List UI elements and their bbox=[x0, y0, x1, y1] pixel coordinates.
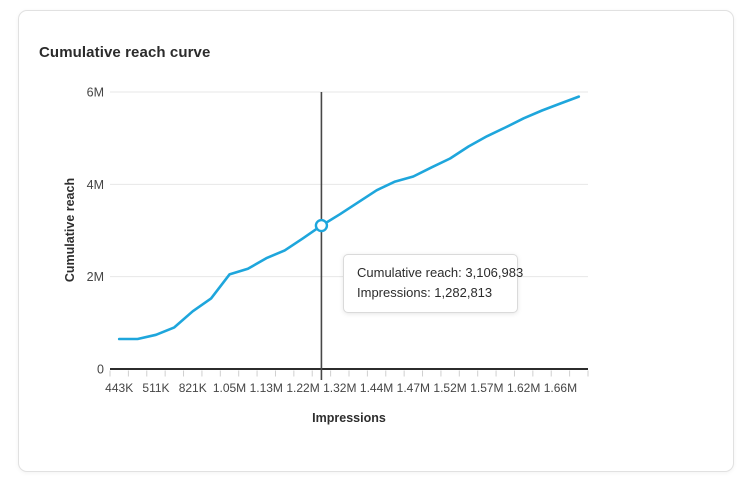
x-tick-label: 1.44M bbox=[360, 381, 393, 395]
reach-curve[interactable] bbox=[117, 95, 581, 341]
hover-marker[interactable] bbox=[314, 218, 329, 233]
x-tick-label: 1.13M bbox=[250, 381, 283, 395]
x-tick-label: 1.05M bbox=[213, 381, 246, 395]
tooltip-reach-line: Cumulative reach: 3,106,983 bbox=[357, 265, 524, 280]
x-tick-label: 1.57M bbox=[470, 381, 503, 395]
x-tick-label: 821K bbox=[179, 381, 207, 395]
x-tick-label: 1.66M bbox=[544, 381, 577, 395]
x-tick-label: 1.47M bbox=[397, 381, 430, 395]
y-tick-label: 2M bbox=[87, 270, 104, 284]
y-axis-title: Cumulative reach bbox=[63, 177, 77, 283]
x-tick-label: 1.22M bbox=[286, 381, 319, 395]
x-tick-label: 1.62M bbox=[507, 381, 540, 395]
y-tick-label: 4M bbox=[87, 178, 104, 192]
x-tick-label: 1.32M bbox=[323, 381, 356, 395]
chart-tooltip: Cumulative reach: 3,106,983 Impressions:… bbox=[343, 254, 524, 313]
reach-curve-card: Cumulative reach curve bbox=[18, 10, 734, 472]
x-tick-label: 443K bbox=[105, 381, 133, 395]
x-tick-label: 1.52M bbox=[433, 381, 466, 395]
x-tick-label: 511K bbox=[142, 381, 169, 395]
y-tick-label: 6M bbox=[87, 86, 104, 100]
x-axis-title: Impressions bbox=[312, 411, 386, 425]
card-title: Cumulative reach curve bbox=[39, 44, 211, 61]
y-tick-label: 0 bbox=[97, 363, 104, 377]
tooltip-impressions-line: Impressions: 1,282,813 bbox=[357, 285, 493, 300]
